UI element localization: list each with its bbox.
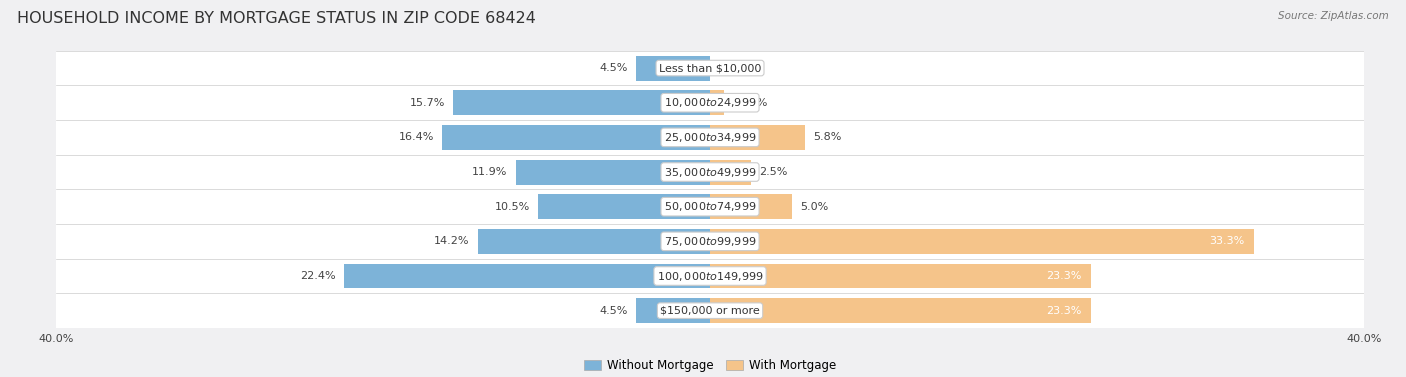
Text: $35,000 to $49,999: $35,000 to $49,999 [664, 166, 756, 179]
Bar [710, 159, 751, 184]
Bar [637, 298, 710, 323]
Legend: Without Mortgage, With Mortgage: Without Mortgage, With Mortgage [583, 359, 837, 372]
Text: $10,000 to $24,999: $10,000 to $24,999 [664, 96, 756, 109]
Text: 22.4%: 22.4% [299, 271, 336, 281]
FancyBboxPatch shape [48, 293, 1372, 328]
Bar [710, 90, 724, 115]
Text: 11.9%: 11.9% [472, 167, 508, 177]
Bar [344, 264, 710, 288]
Text: 0.83%: 0.83% [731, 98, 768, 108]
Text: 14.2%: 14.2% [434, 236, 470, 246]
FancyBboxPatch shape [48, 86, 1372, 120]
Bar [710, 125, 804, 150]
Text: 16.4%: 16.4% [398, 132, 434, 143]
Bar [538, 194, 710, 219]
Text: 23.3%: 23.3% [1046, 306, 1081, 316]
Text: $100,000 to $149,999: $100,000 to $149,999 [657, 270, 763, 282]
Text: 33.3%: 33.3% [1209, 236, 1244, 246]
Bar [710, 298, 1091, 323]
Text: HOUSEHOLD INCOME BY MORTGAGE STATUS IN ZIP CODE 68424: HOUSEHOLD INCOME BY MORTGAGE STATUS IN Z… [17, 11, 536, 26]
Text: $150,000 or more: $150,000 or more [661, 306, 759, 316]
Text: 4.5%: 4.5% [600, 306, 628, 316]
Bar [710, 229, 1254, 254]
Text: 5.0%: 5.0% [800, 202, 828, 212]
Text: 2.5%: 2.5% [759, 167, 787, 177]
FancyBboxPatch shape [48, 189, 1372, 224]
Text: $50,000 to $74,999: $50,000 to $74,999 [664, 200, 756, 213]
Bar [478, 229, 710, 254]
Text: Source: ZipAtlas.com: Source: ZipAtlas.com [1278, 11, 1389, 21]
Text: 23.3%: 23.3% [1046, 271, 1081, 281]
FancyBboxPatch shape [48, 259, 1372, 293]
FancyBboxPatch shape [48, 155, 1372, 189]
Bar [710, 264, 1091, 288]
Text: 5.8%: 5.8% [813, 132, 841, 143]
Text: Less than $10,000: Less than $10,000 [659, 63, 761, 73]
Bar [710, 194, 792, 219]
FancyBboxPatch shape [48, 120, 1372, 155]
Text: 0.0%: 0.0% [718, 63, 747, 73]
Bar [441, 125, 710, 150]
Text: 15.7%: 15.7% [411, 98, 446, 108]
FancyBboxPatch shape [48, 224, 1372, 259]
Text: 10.5%: 10.5% [495, 202, 530, 212]
Bar [516, 159, 710, 184]
FancyBboxPatch shape [48, 51, 1372, 86]
Bar [453, 90, 710, 115]
Text: 4.5%: 4.5% [600, 63, 628, 73]
Bar [637, 55, 710, 81]
Text: $75,000 to $99,999: $75,000 to $99,999 [664, 235, 756, 248]
Text: $25,000 to $34,999: $25,000 to $34,999 [664, 131, 756, 144]
